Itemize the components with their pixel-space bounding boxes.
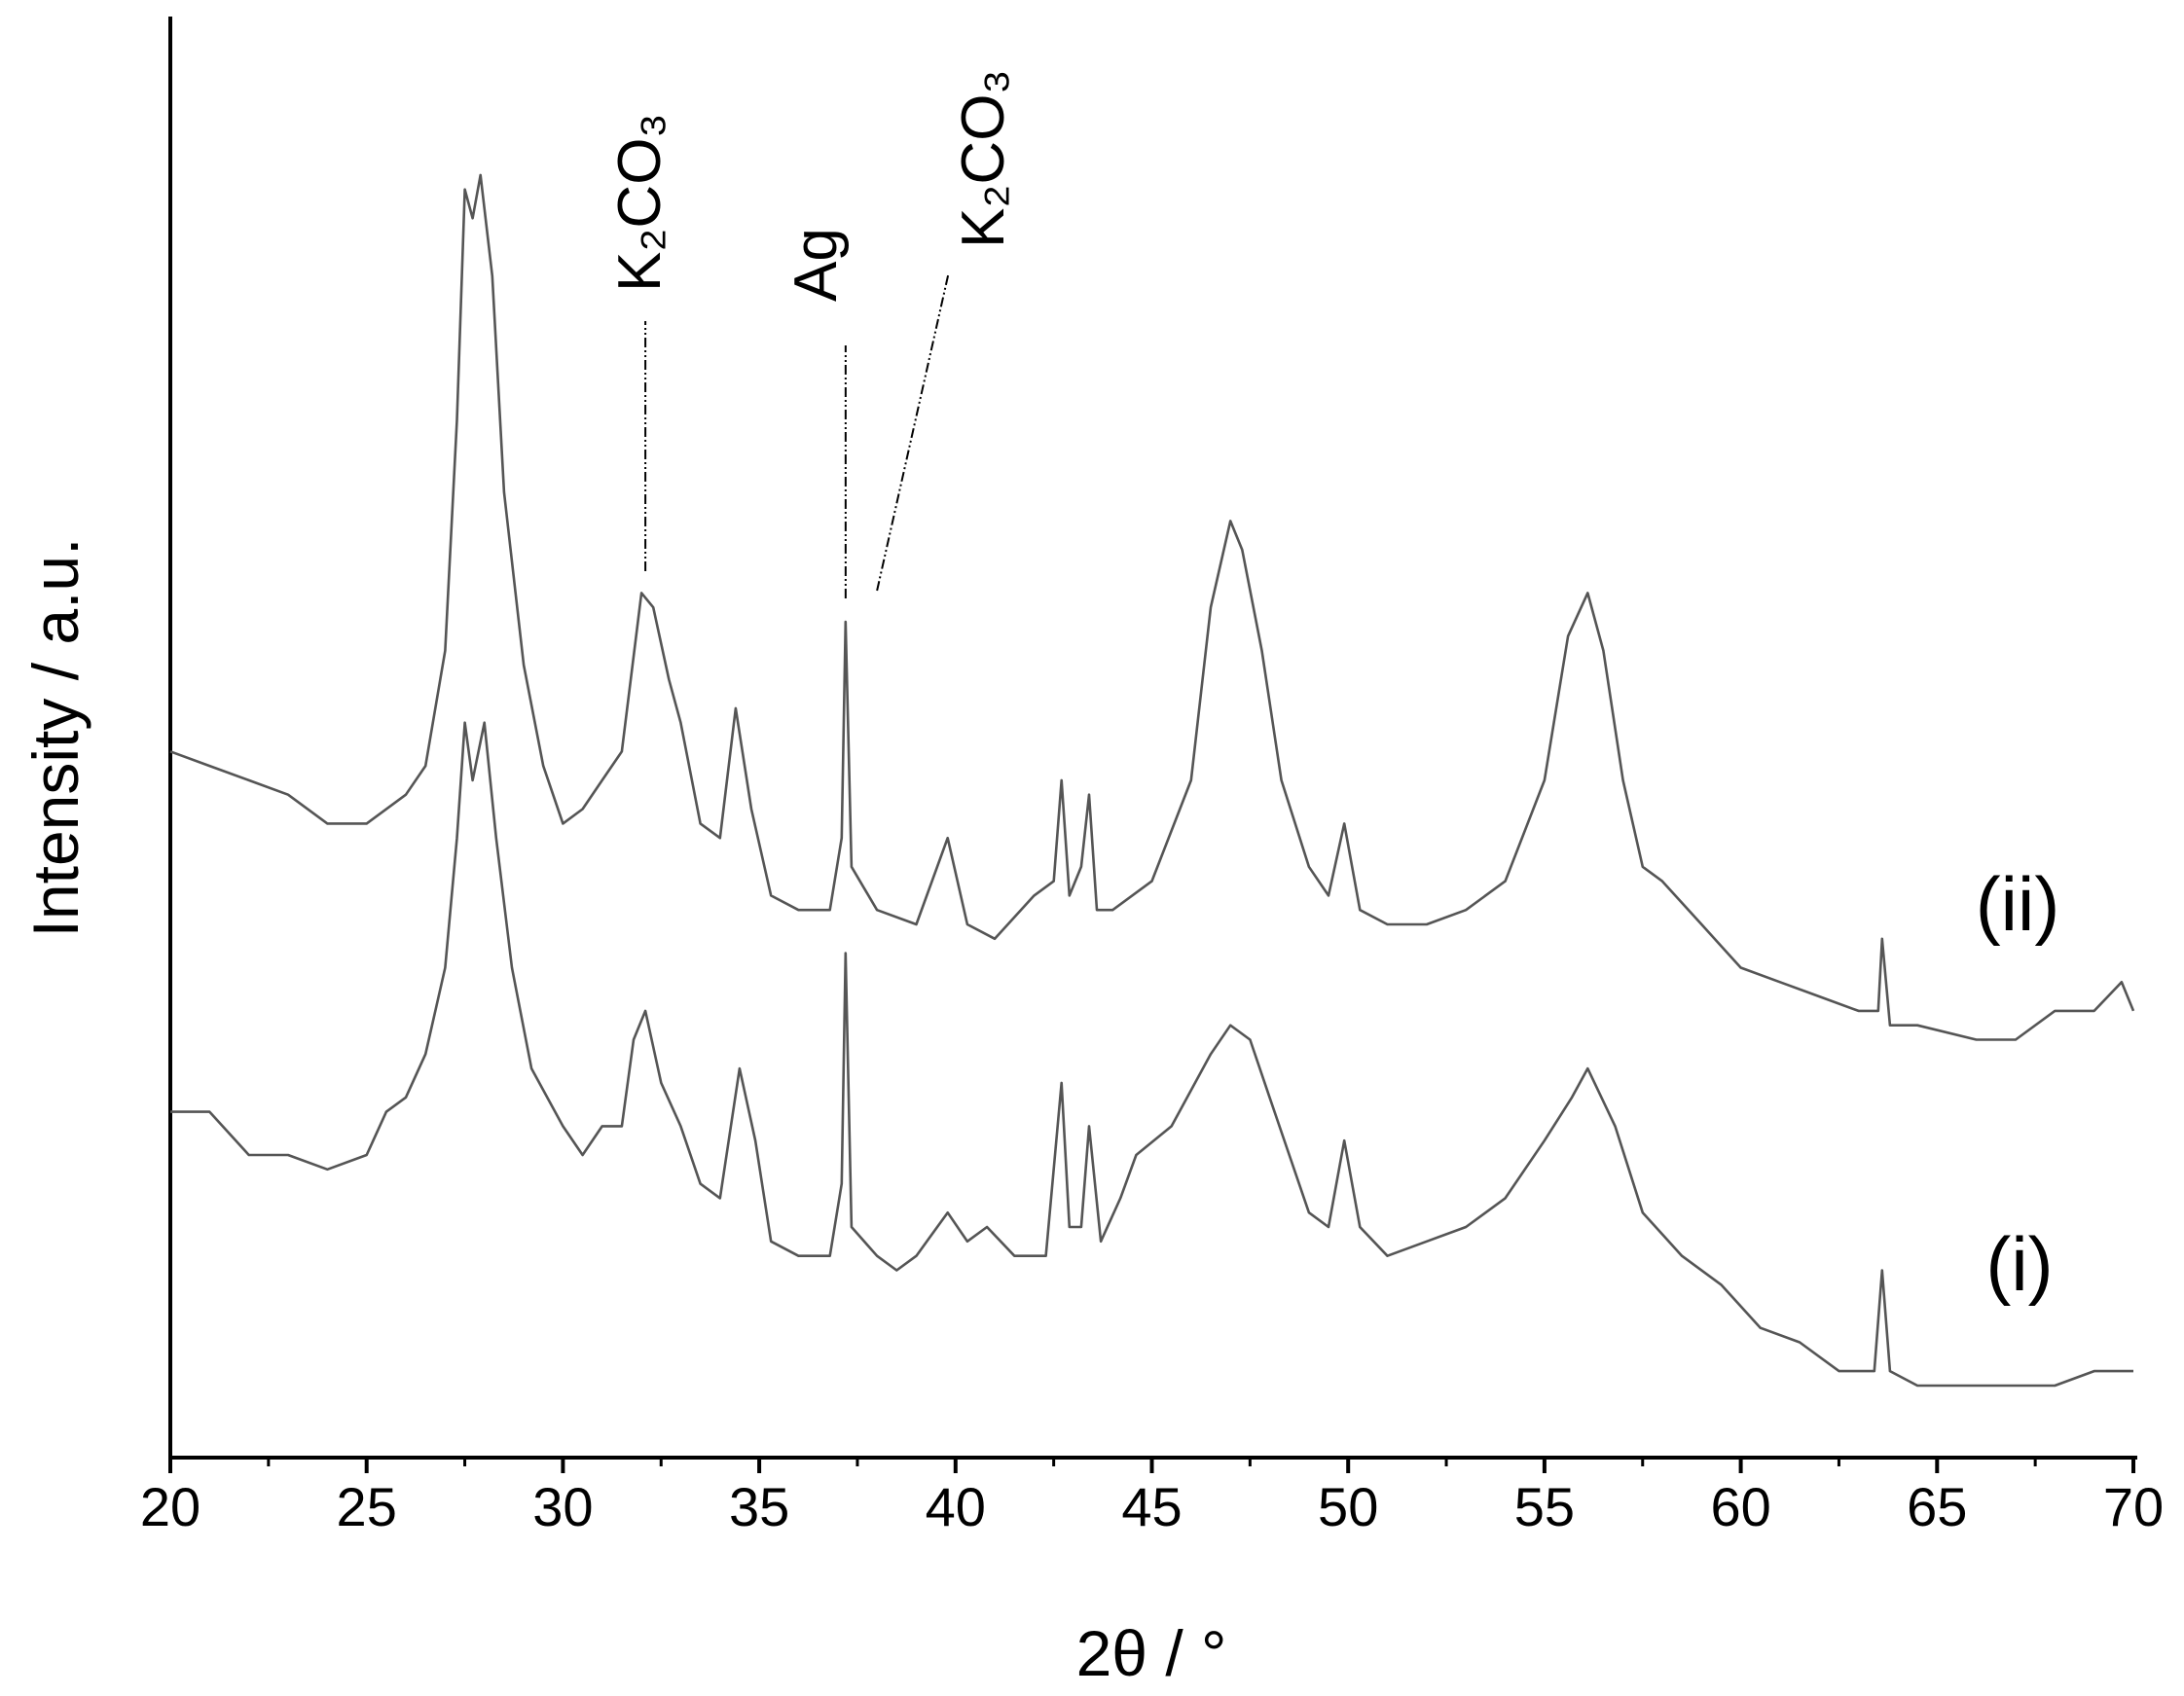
x-tick-label: 40 [926, 1476, 986, 1537]
annotation-label: K₂CO₃ [950, 69, 1017, 248]
x-tick-label: 35 [729, 1476, 789, 1537]
x-tick-label: 30 [532, 1476, 593, 1537]
annotation-leader [876, 274, 950, 592]
xrd-line [169, 173, 2135, 1041]
x-tick-label: 70 [2103, 1476, 2164, 1537]
series-label: (ii) [1976, 861, 2060, 947]
xrd-line [170, 721, 2133, 1388]
annotation-label: K₂CO₃ [606, 113, 673, 292]
x-tick-label: 25 [337, 1476, 397, 1537]
x-tick-label: 55 [1514, 1476, 1575, 1537]
x-tick-label: 60 [1710, 1476, 1770, 1537]
series-label: (i) [1985, 1221, 2053, 1307]
x-axis-label: 2θ / ° [1076, 1617, 1227, 1689]
annotation-label: Ag [783, 228, 850, 302]
y-axis-label: Intensity / a.u. [19, 538, 91, 938]
x-tick-label: 45 [1121, 1476, 1182, 1537]
x-tick-label: 50 [1318, 1476, 1378, 1537]
x-tick-label: 20 [140, 1476, 200, 1537]
x-tick-label: 65 [1907, 1476, 1967, 1537]
